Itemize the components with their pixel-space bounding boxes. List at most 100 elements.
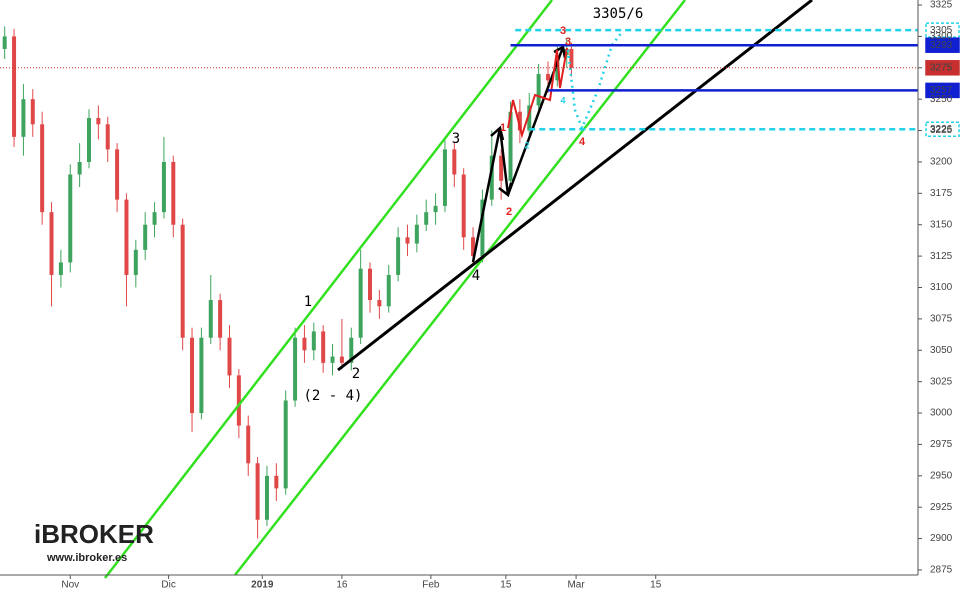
candle-body	[68, 174, 73, 263]
y-tick-label: 3025	[930, 376, 953, 387]
logo-brand: iBROKER	[34, 519, 154, 549]
candle-body	[161, 161, 166, 213]
candle-body	[414, 224, 419, 244]
y-tick-label: 2950	[930, 470, 953, 481]
candle-body	[302, 337, 307, 351]
level-box	[925, 121, 960, 138]
y-tick-label: 3200	[930, 157, 953, 168]
candles	[2, 26, 574, 539]
x-tick-label: Dic	[161, 580, 175, 591]
candle-body	[424, 212, 429, 225]
y-tick-label: 3175	[930, 188, 953, 199]
candle-body	[368, 268, 373, 301]
candle-body	[199, 337, 204, 414]
candle-body	[527, 105, 532, 131]
level-label: 3226	[930, 124, 953, 135]
candle-body	[246, 425, 251, 464]
trend-line	[337, 0, 813, 372]
candle-body	[40, 124, 45, 213]
x-tick-label: 16	[336, 580, 348, 591]
y-tick-label: 3225	[930, 125, 953, 136]
candle-body	[386, 274, 391, 307]
subwave-label: 4	[579, 136, 586, 148]
level-box	[925, 60, 960, 76]
wave-label: 1	[304, 294, 312, 310]
candle-body	[264, 475, 269, 520]
y-tick-label: 3000	[930, 408, 953, 419]
subwave-arrows	[507, 47, 568, 139]
candle-body	[489, 155, 494, 200]
y-tick-label: 3325	[930, 0, 953, 11]
candle-body	[58, 262, 63, 275]
subwave-label: 2	[506, 206, 512, 218]
candle-body	[208, 300, 213, 338]
candle-body	[236, 375, 241, 426]
candle-body	[105, 124, 110, 150]
arrow-head	[498, 182, 513, 198]
x-tick-label: 2019	[251, 580, 274, 591]
candle-body	[517, 111, 522, 131]
y-tick-label: 3125	[930, 251, 953, 262]
candle-body	[442, 149, 447, 206]
y-tick-label: 2875	[930, 565, 953, 576]
candle-body	[405, 237, 410, 244]
logo-url: www.ibroker.es	[46, 552, 127, 564]
candle-body	[96, 118, 101, 125]
level-label: 3305	[930, 25, 953, 36]
candle-body	[77, 161, 82, 175]
candle-body	[255, 463, 260, 520]
y-tick-label: 3050	[930, 345, 953, 356]
x-tick-label: 15	[500, 580, 512, 591]
subwave-label: 3	[565, 36, 571, 48]
candle-body	[330, 356, 335, 363]
projection-label: 4	[560, 95, 565, 105]
candle-body	[480, 199, 485, 257]
y-tick-label: 3075	[930, 314, 953, 325]
drawings	[104, 0, 813, 579]
arrow-head	[490, 125, 505, 141]
candle-body	[555, 55, 560, 81]
candle-body	[433, 205, 438, 213]
candle-body	[545, 74, 550, 81]
candle-body	[461, 174, 466, 238]
candle-body	[152, 212, 157, 225]
level-box	[925, 82, 960, 99]
wave-label: 4	[472, 268, 480, 284]
candle-body	[190, 337, 195, 414]
y-tick-label: 3250	[930, 94, 953, 105]
y-tick-label: 3300	[930, 31, 953, 42]
candle-body	[311, 331, 316, 351]
candle-body	[124, 199, 129, 275]
wave-label: (2 - 4)	[303, 388, 362, 404]
candle-body	[339, 356, 344, 363]
candle-body	[293, 337, 298, 401]
candle-body	[283, 400, 288, 489]
y-tick-label: 3100	[930, 282, 953, 293]
candle-body	[471, 237, 476, 257]
candle-body	[508, 111, 513, 181]
candle-body	[358, 268, 363, 338]
channel-line	[104, 0, 553, 579]
wave-arrows	[471, 46, 565, 263]
level-box	[925, 22, 960, 38]
candle-body	[143, 224, 148, 250]
candle-body	[536, 74, 541, 106]
candle-body	[2, 36, 7, 49]
x-tick-label: Mar	[567, 580, 585, 591]
candle-body	[499, 155, 504, 181]
channel-line	[234, 0, 686, 576]
projection-label: 2	[524, 140, 529, 150]
candle-body	[171, 161, 176, 225]
level-label: 3293	[930, 40, 953, 51]
candle-body	[21, 99, 26, 137]
levels: 3305 3293 3275 3257 3226	[0, 22, 960, 138]
candle-body	[49, 212, 54, 275]
subwave-label: 1	[500, 122, 506, 134]
candle-body	[115, 149, 120, 200]
wave-labels: 1 2 (2 - 4) 3 4 3305/6 1 2 3 4 3 4 2	[303, 6, 643, 404]
y-tick-label: 3275	[930, 62, 953, 73]
x-tick-label: 15	[650, 580, 662, 591]
x-tick-label: Feb	[422, 580, 440, 591]
